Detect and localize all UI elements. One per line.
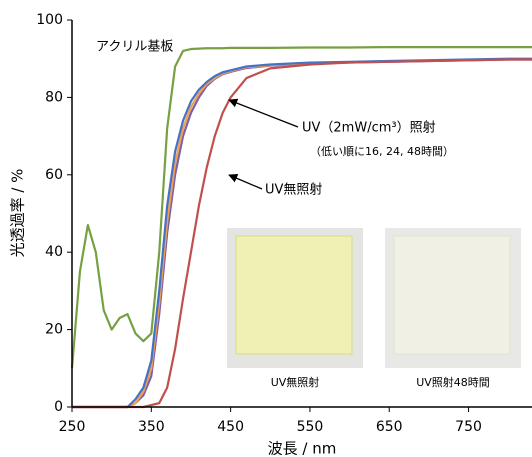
annotation: UV無照射 — [265, 182, 322, 198]
photo-caption: UV無照射 — [271, 375, 320, 389]
annotation: （低い順に16, 24, 48時間） — [310, 145, 454, 158]
photo-sample — [394, 236, 510, 354]
x-tick-label: 450 — [217, 419, 244, 435]
y-tick-label: 20 — [45, 322, 63, 338]
arrow — [229, 175, 262, 189]
y-tick-label: 40 — [45, 244, 63, 260]
photo-caption: UV照射48時間 — [416, 375, 490, 389]
x-axis-label: 波長 / nm — [268, 440, 337, 457]
y-axis-label: 光透過率 / % — [9, 169, 27, 258]
annotation: アクリル基板 — [96, 40, 173, 55]
x-tick-label: 650 — [376, 419, 403, 435]
y-tick-label: 80 — [45, 89, 63, 105]
y-tick-label: 60 — [45, 167, 63, 183]
annotation: UV（2mW/cm³）照射 — [302, 120, 436, 136]
y-tick-label: 100 — [36, 12, 63, 28]
photo-sample — [236, 236, 352, 354]
x-tick-label: 550 — [297, 419, 324, 435]
y-tick-label: 0 — [54, 399, 63, 415]
chart: アクリル基板 UV（2mW/cm³）照射 （低い順に16, 24, 48時間） … — [0, 0, 532, 457]
arrow — [229, 100, 298, 127]
x-tick-label: 750 — [455, 419, 482, 435]
x-tick-label: 250 — [59, 419, 86, 435]
x-tick-label: 350 — [138, 419, 165, 435]
